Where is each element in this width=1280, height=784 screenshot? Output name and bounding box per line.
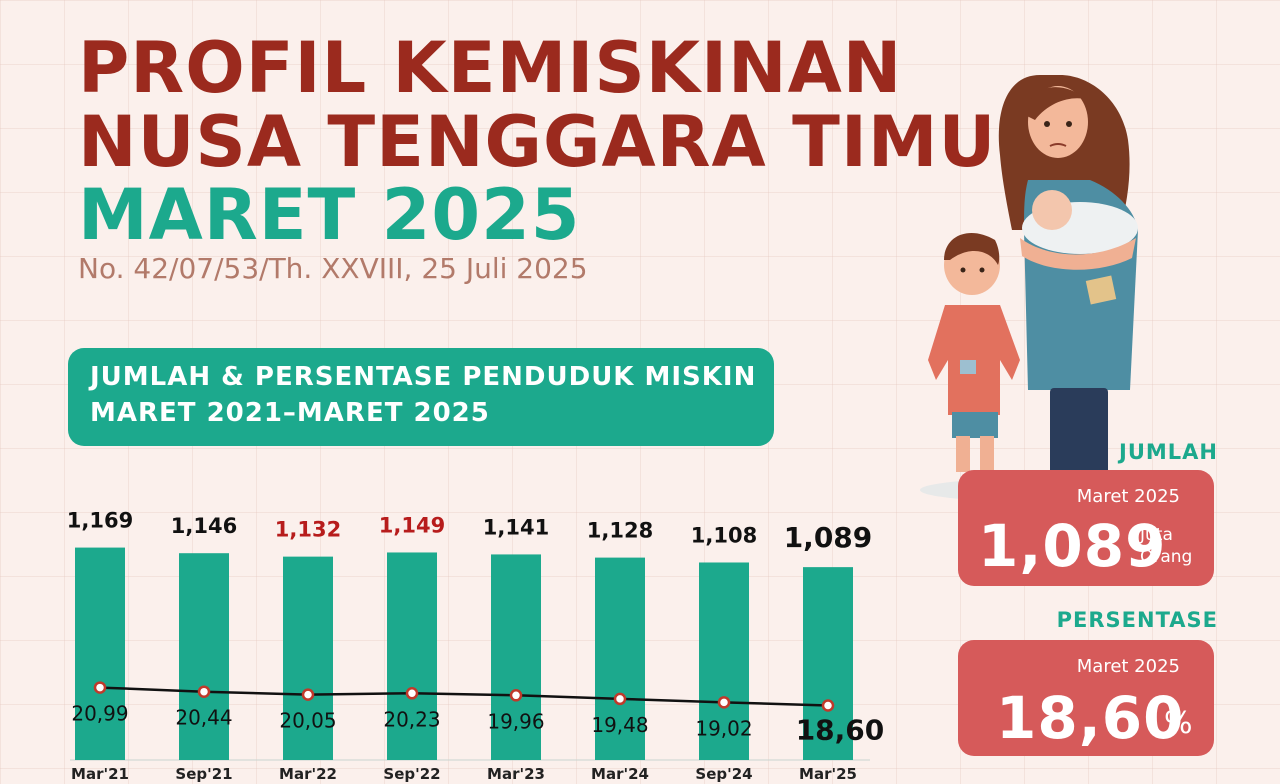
mother-arm [1020, 238, 1136, 270]
line-point [301, 688, 315, 701]
line-point [821, 699, 835, 712]
bar [179, 553, 229, 760]
bar [491, 554, 541, 760]
line-value-label: 20,44 [175, 706, 232, 730]
persentase-label: PERSENTASE [1056, 608, 1218, 632]
child-eye-left [960, 267, 966, 273]
bar [803, 567, 853, 760]
jumlah-value: 1,089 [978, 512, 1167, 580]
x-tick-label: Sep'24 [695, 765, 752, 783]
jumlah-label: JUMLAH [1119, 440, 1218, 464]
jumlah-unit-line2: Orang [1140, 547, 1193, 567]
bar [75, 547, 125, 760]
bar [283, 556, 333, 760]
bar [387, 552, 437, 760]
shirt-patch [960, 360, 976, 374]
child-hair [944, 232, 1000, 265]
jumlah-card: Maret 2025 1,089 Juta Orang [958, 470, 1214, 586]
bar-value-label: 1,146 [171, 514, 237, 538]
publication-number: No. 42/07/53/Th. XXVIII, 25 Juli 2025 [78, 252, 588, 285]
dress-patch [1085, 275, 1117, 305]
x-tick-label: Mar'23 [487, 765, 545, 783]
chart-section-subtitle: MARET 2021–MARET 2025 [90, 398, 490, 428]
x-tick-label: Mar'22 [279, 765, 337, 783]
line-point [93, 681, 107, 694]
baby-head [1032, 190, 1072, 230]
child-shorts [952, 412, 998, 438]
bar-value-label: 1,089 [784, 521, 873, 554]
mother-eye-left [1044, 121, 1050, 127]
bar-value-label: 1,169 [67, 509, 133, 533]
jumlah-unit-line1: Juta [1140, 525, 1173, 545]
percentage-line [99, 686, 829, 707]
child-eye-right [979, 267, 985, 273]
bar [595, 557, 645, 760]
bar-value-label: 1,128 [587, 519, 653, 543]
child-leg-left [956, 436, 970, 472]
line-point [613, 692, 627, 706]
line-point [509, 689, 523, 702]
jumlah-unit: Juta Orang [1140, 524, 1192, 568]
persentase-value: 18,60 [996, 684, 1185, 752]
poverty-chart: 1,169 Mar'21 1,146 Sep'21 1,132 Mar'22 1,149 Se… [67, 509, 885, 783]
x-tick-label: Mar'24 [591, 765, 649, 783]
bar-value-label: 1,108 [691, 523, 757, 547]
line-value-label: 18,60 [796, 714, 885, 747]
child-leg-right [980, 436, 994, 472]
line-value-label: 19,02 [695, 716, 752, 740]
x-tick-label: Sep'22 [383, 765, 440, 783]
line-point [405, 687, 419, 700]
bar-value-label: 1,141 [483, 515, 549, 539]
persentase-card: Maret 2025 18,60 % [958, 640, 1214, 756]
mother-mouth [1049, 143, 1067, 147]
page-title-period: MARET 2025 [78, 174, 581, 256]
bar-value-label: 1,149 [379, 513, 445, 537]
x-tick-label: Sep'21 [175, 765, 232, 783]
page-title-line2: NUSA TENGGARA TIMUR [78, 101, 1052, 183]
chart-section-title: JUMLAH & PERSENTASE PENDUDUK MISKIN [90, 362, 757, 392]
line-value-label: 19,48 [591, 713, 648, 737]
bar [699, 562, 749, 760]
x-tick-label: Mar'21 [71, 765, 129, 783]
line-point [717, 696, 731, 709]
line-value-label: 20,23 [383, 707, 440, 731]
chart-section-banner: JUMLAH & PERSENTASE PENDUDUK MISKIN MARE… [68, 348, 774, 446]
line-value-label: 19,96 [487, 709, 544, 733]
line-value-label: 20,05 [279, 709, 336, 733]
mother-eye-right [1066, 121, 1072, 127]
persentase-period: Maret 2025 [1076, 656, 1180, 677]
x-tick-label: Mar'25 [799, 765, 857, 783]
mother-bangs [1025, 87, 1088, 120]
persentase-unit: % [1164, 706, 1193, 741]
bar-value-label: 1,132 [275, 518, 341, 542]
line-point [197, 685, 211, 698]
jumlah-period: Maret 2025 [1076, 486, 1180, 507]
page-title-line1: PROFIL KEMISKINAN [78, 27, 903, 109]
line-value-label: 20,99 [71, 702, 128, 726]
